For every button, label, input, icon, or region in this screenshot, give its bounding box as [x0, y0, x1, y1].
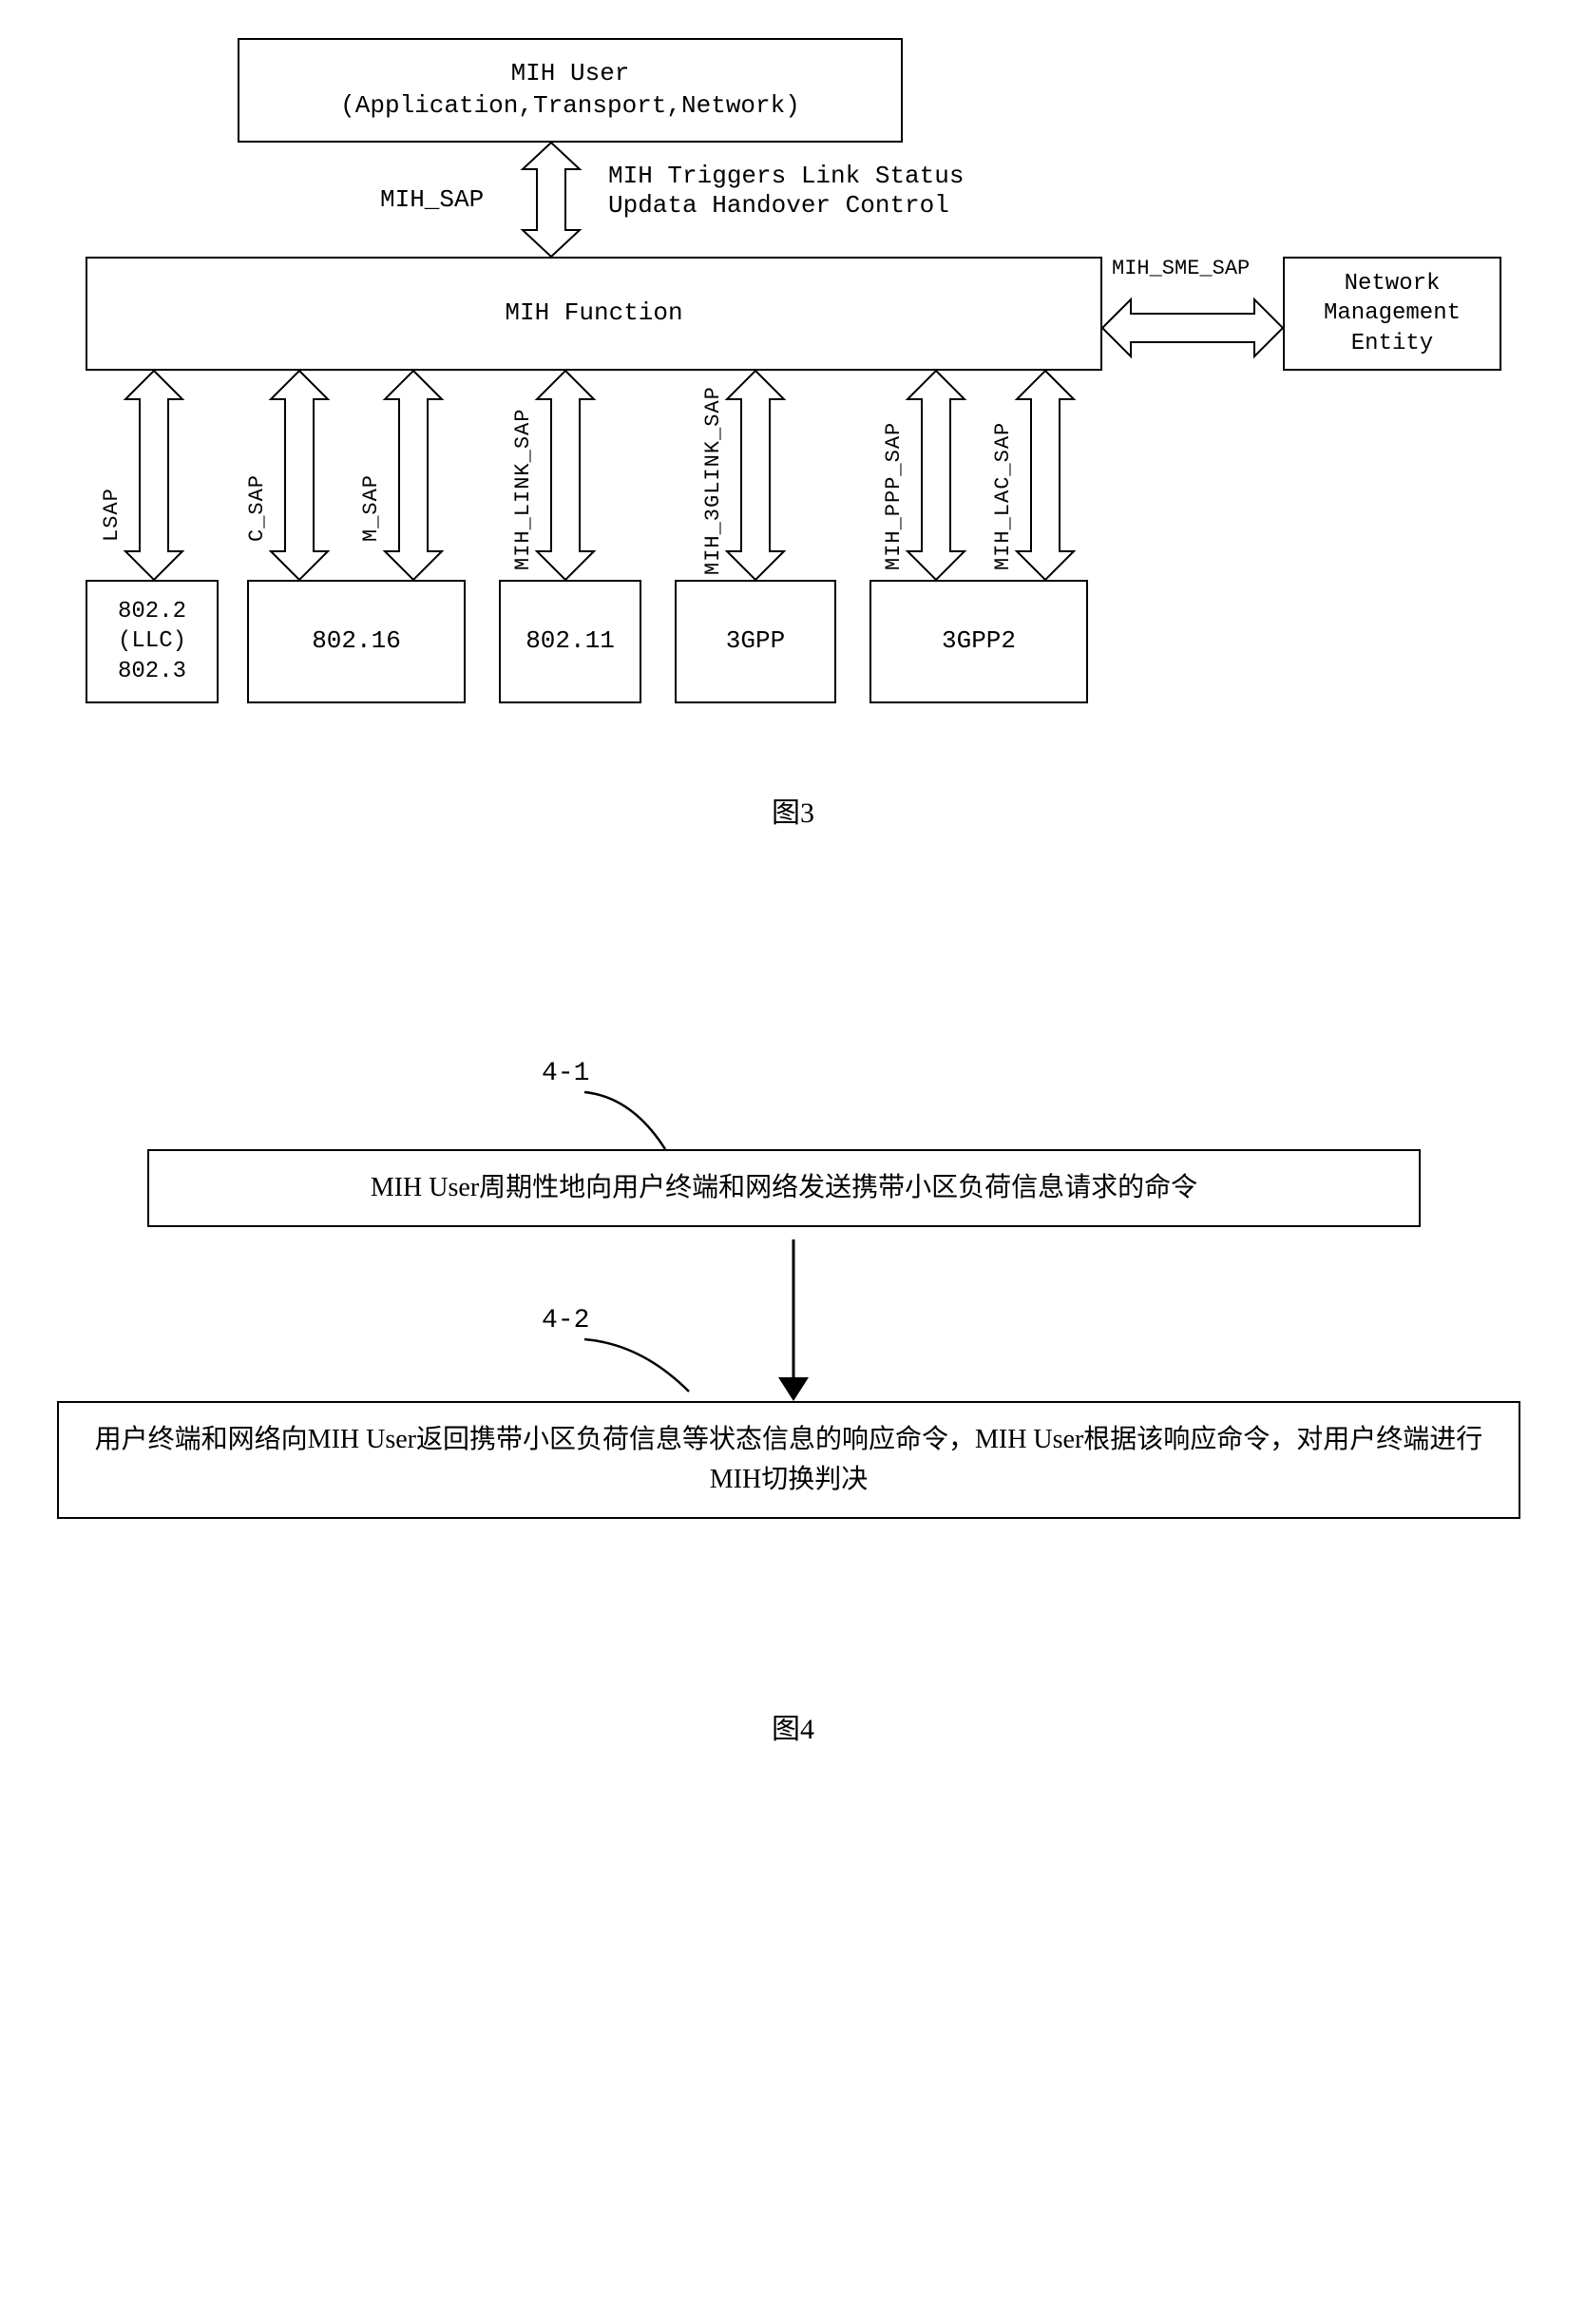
box-3gpp2: 3GPP2 [869, 580, 1088, 703]
arrow-csap [261, 371, 337, 580]
box-802-2: 802.2 (LLC) 802.3 [86, 580, 219, 703]
triggers-label: MIH Triggers Link Status Updata Handover… [608, 162, 964, 221]
leader-4-1 [575, 1087, 679, 1154]
triggers-l1: MIH Triggers Link Status [608, 162, 964, 191]
box-802-16: 802.16 [247, 580, 466, 703]
nme-l3: Entity [1351, 329, 1433, 358]
arrow-function-nme [1102, 285, 1283, 371]
b3: 802.11 [525, 625, 615, 658]
flow-step-2: 用户终端和网络向MIH User返回携带小区负荷信息等状态信息的响应命令，MIH… [57, 1401, 1520, 1519]
arrow-pppsap [898, 371, 974, 580]
step1-number: 4-1 [542, 1059, 589, 1088]
arrow-lsap [116, 371, 192, 580]
mih-function-label: MIH Function [505, 298, 682, 330]
mih-sap-label: MIH_SAP [380, 185, 484, 215]
nme-l1: Network [1345, 269, 1441, 298]
step2-number: 4-2 [542, 1306, 589, 1335]
b4: 3GPP [726, 625, 785, 658]
b1-l2: (LLC) [118, 626, 186, 656]
lsap-label: LSAP [100, 409, 124, 542]
leader-4-2 [575, 1335, 698, 1401]
csap-label: C_SAP [245, 409, 269, 542]
mih-user-line1: MIH User [511, 58, 630, 90]
nme-l2: Management [1324, 298, 1461, 328]
figure-3: MIH User (Application,Transport,Network)… [57, 38, 1529, 760]
box-802-11: 802.11 [499, 580, 641, 703]
arrow-mih-user-function [504, 143, 599, 257]
linksap-label: MIH_LINK_SAP [511, 380, 535, 570]
b5: 3GPP2 [942, 625, 1016, 658]
box-3gpp: 3GPP [675, 580, 836, 703]
step1-text: MIH User周期性地向用户终端和网络发送携带小区负荷信息请求的命令 [371, 1173, 1197, 1202]
3glinksap-label: MIH_3GLINK_SAP [701, 375, 725, 575]
mih-user-line2: (Application,Transport,Network) [340, 90, 800, 123]
fig4-caption: 图4 [57, 1705, 1529, 1747]
arrow-lacsap [1007, 371, 1083, 580]
figure-4: 4-1 MIH User周期性地向用户终端和网络发送携带小区负荷信息请求的命令 … [57, 1059, 1529, 1629]
b2: 802.16 [312, 625, 401, 658]
nme-box: Network Management Entity [1283, 257, 1501, 371]
triggers-l2: Updata Handover Control [608, 191, 964, 221]
fig3-caption: 图3 [57, 789, 1529, 831]
mih-user-box: MIH User (Application,Transport,Network) [238, 38, 903, 143]
b1-l3: 802.3 [118, 657, 186, 686]
arrow-linksap [527, 371, 603, 580]
step2-text: 用户终端和网络向MIH User返回携带小区负荷信息等状态信息的响应命令，MIH… [95, 1425, 1483, 1494]
lacsap-label: MIH_LAC_SAP [991, 380, 1015, 570]
msap-label: M_SAP [359, 409, 383, 542]
pppsap-label: MIH_PPP_SAP [882, 380, 906, 570]
flow-arrow-down [765, 1239, 822, 1401]
arrow-3glinksap [717, 371, 793, 580]
mih-sme-sap-label: MIH_SME_SAP [1112, 257, 1250, 281]
b1-l1: 802.2 [118, 597, 186, 626]
arrow-msap [375, 371, 451, 580]
mih-function-box: MIH Function [86, 257, 1102, 371]
flow-step-1: MIH User周期性地向用户终端和网络发送携带小区负荷信息请求的命令 [147, 1149, 1421, 1227]
